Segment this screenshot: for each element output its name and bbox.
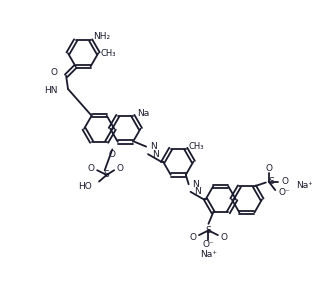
Text: O: O — [189, 233, 196, 243]
Text: HO: HO — [78, 182, 91, 191]
Text: CH₃: CH₃ — [189, 142, 204, 151]
Text: N: N — [152, 150, 158, 159]
Text: O: O — [51, 68, 58, 78]
Text: O: O — [87, 164, 94, 173]
Text: S: S — [269, 177, 274, 186]
Text: Na: Na — [137, 109, 149, 118]
Text: O: O — [117, 164, 124, 173]
Text: Na⁺: Na⁺ — [296, 181, 312, 190]
Text: O: O — [265, 164, 272, 173]
Text: NH₂: NH₂ — [94, 32, 111, 41]
Text: N: N — [193, 180, 199, 189]
Text: N: N — [150, 142, 157, 151]
Text: N: N — [194, 187, 201, 196]
Text: O⁻: O⁻ — [278, 188, 290, 198]
Text: O: O — [109, 150, 116, 159]
Text: Na⁺: Na⁺ — [200, 249, 217, 258]
Text: O: O — [282, 177, 289, 186]
Text: S: S — [206, 226, 211, 235]
Text: S: S — [104, 170, 110, 180]
Text: CH₃: CH₃ — [100, 49, 116, 58]
Text: O: O — [221, 233, 228, 243]
Text: HN: HN — [44, 86, 58, 95]
Text: O⁻: O⁻ — [202, 240, 214, 249]
